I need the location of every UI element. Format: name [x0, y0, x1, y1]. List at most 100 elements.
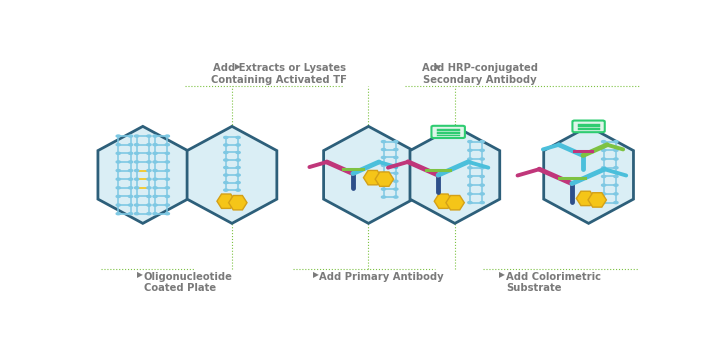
Circle shape: [614, 184, 618, 186]
Text: ▶: ▶: [436, 62, 441, 71]
Circle shape: [129, 178, 133, 180]
Circle shape: [480, 184, 485, 186]
Circle shape: [394, 140, 398, 143]
Circle shape: [147, 187, 151, 189]
Circle shape: [224, 189, 228, 191]
Circle shape: [134, 144, 139, 146]
Polygon shape: [229, 195, 247, 210]
Circle shape: [394, 164, 398, 166]
Circle shape: [236, 159, 240, 161]
Circle shape: [224, 144, 228, 146]
Circle shape: [134, 204, 139, 206]
Circle shape: [480, 175, 485, 177]
Circle shape: [129, 204, 133, 206]
Circle shape: [480, 167, 485, 169]
Circle shape: [116, 152, 120, 154]
Circle shape: [129, 170, 133, 172]
Polygon shape: [544, 126, 633, 223]
Circle shape: [153, 178, 157, 180]
Circle shape: [116, 195, 120, 198]
Text: ▶: ▶: [500, 270, 505, 279]
Circle shape: [394, 156, 398, 158]
Circle shape: [224, 136, 228, 139]
Circle shape: [116, 204, 120, 206]
Circle shape: [116, 135, 120, 137]
Circle shape: [236, 181, 240, 184]
Circle shape: [116, 213, 120, 215]
Circle shape: [224, 166, 228, 168]
Circle shape: [614, 140, 618, 143]
Circle shape: [394, 180, 398, 182]
Circle shape: [480, 193, 485, 195]
Circle shape: [147, 213, 151, 215]
Circle shape: [116, 170, 120, 172]
Circle shape: [147, 178, 151, 180]
Circle shape: [147, 195, 151, 198]
Text: Add Primary Antibody: Add Primary Antibody: [319, 272, 444, 282]
Circle shape: [394, 196, 398, 198]
Circle shape: [153, 144, 157, 146]
Circle shape: [165, 195, 170, 198]
Circle shape: [134, 195, 139, 198]
Text: Oligonucleotide
Coated Plate: Oligonucleotide Coated Plate: [144, 272, 233, 293]
Circle shape: [116, 144, 120, 146]
Circle shape: [147, 170, 151, 172]
Circle shape: [381, 180, 385, 182]
Circle shape: [480, 202, 485, 204]
Circle shape: [381, 196, 385, 198]
Circle shape: [602, 167, 605, 169]
Circle shape: [153, 170, 157, 172]
Circle shape: [165, 152, 170, 154]
Circle shape: [165, 144, 170, 146]
Circle shape: [129, 195, 133, 198]
Circle shape: [614, 149, 618, 151]
Circle shape: [165, 178, 170, 180]
FancyBboxPatch shape: [572, 121, 605, 132]
Polygon shape: [324, 126, 413, 223]
Text: Add Colorimetric
Substrate: Add Colorimetric Substrate: [506, 272, 601, 293]
Circle shape: [236, 174, 240, 176]
Text: ▶: ▶: [234, 62, 241, 71]
Circle shape: [394, 188, 398, 190]
Circle shape: [134, 161, 139, 163]
Circle shape: [468, 167, 472, 169]
Circle shape: [614, 175, 618, 177]
Circle shape: [153, 161, 157, 163]
Circle shape: [602, 202, 605, 204]
Circle shape: [147, 144, 151, 146]
Circle shape: [602, 149, 605, 151]
Circle shape: [614, 167, 618, 169]
Circle shape: [165, 170, 170, 172]
Polygon shape: [410, 126, 500, 223]
Circle shape: [614, 202, 618, 204]
Text: Add Extracts or Lysates
Containing Activated TF: Add Extracts or Lysates Containing Activ…: [211, 63, 347, 85]
Circle shape: [381, 140, 385, 143]
Circle shape: [153, 152, 157, 154]
Circle shape: [134, 178, 139, 180]
Circle shape: [165, 161, 170, 163]
Circle shape: [116, 178, 120, 180]
Circle shape: [236, 152, 240, 154]
Circle shape: [224, 181, 228, 184]
Circle shape: [602, 158, 605, 160]
Circle shape: [153, 204, 157, 206]
Circle shape: [602, 184, 605, 186]
Circle shape: [147, 204, 151, 206]
Polygon shape: [364, 170, 382, 185]
Circle shape: [236, 189, 240, 191]
Circle shape: [147, 152, 151, 154]
Circle shape: [134, 170, 139, 172]
Circle shape: [236, 136, 240, 139]
Circle shape: [602, 193, 605, 195]
Polygon shape: [446, 195, 464, 210]
Circle shape: [480, 158, 485, 160]
Circle shape: [153, 213, 157, 215]
Circle shape: [224, 152, 228, 154]
Circle shape: [165, 213, 170, 215]
Circle shape: [147, 161, 151, 163]
Text: ▶: ▶: [137, 270, 143, 279]
Polygon shape: [588, 193, 606, 207]
Circle shape: [165, 204, 170, 206]
Polygon shape: [375, 172, 393, 186]
Circle shape: [129, 144, 133, 146]
